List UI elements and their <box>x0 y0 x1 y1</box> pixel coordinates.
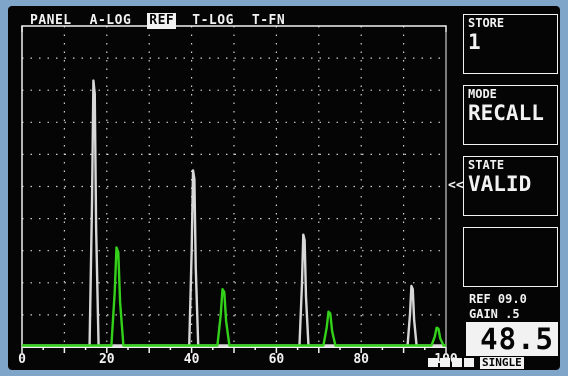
tab-panel[interactable]: PANEL <box>30 13 72 28</box>
store-panel[interactable]: STORE 1 <box>463 14 558 74</box>
battery-icon <box>428 358 474 367</box>
ascan-plot: 020406080100 <box>18 25 458 367</box>
gain-value[interactable]: 48.5 <box>466 322 558 356</box>
tab-a-log[interactable]: A-LOG <box>89 13 132 28</box>
mode-value: RECALL <box>468 101 544 125</box>
menu-tabs: PANEL A-LOG REF T-LOG T-FN <box>28 13 287 29</box>
x-tick-label: 80 <box>353 352 369 367</box>
x-tick-label: 20 <box>99 352 115 367</box>
state-value: VALID <box>468 172 532 196</box>
store-label: STORE <box>468 16 505 30</box>
x-tick-label: 40 <box>184 352 200 367</box>
empty-softkey-label <box>464 228 557 230</box>
selection-marker-icon: << <box>448 178 464 193</box>
x-tick-label: 0 <box>18 352 26 367</box>
live-trace <box>22 246 446 347</box>
mode-label: MODE <box>468 87 497 101</box>
x-tick-label: 60 <box>269 352 285 367</box>
ref-readout: REF 09.0 <box>469 292 527 306</box>
empty-softkey-panel[interactable] <box>463 227 558 287</box>
tab-t-log[interactable]: T-LOG <box>192 13 234 28</box>
state-label: STATE <box>468 158 505 172</box>
acquisition-mode-badge: SINGLE <box>480 356 524 369</box>
tab-ref[interactable]: REF <box>147 13 177 29</box>
mode-panel[interactable]: MODE RECALL <box>463 85 558 145</box>
state-panel[interactable]: STATE VALID <box>463 156 558 216</box>
gain-step-readout: GAIN .5 <box>469 307 520 321</box>
tab-t-fn[interactable]: T-FN <box>251 13 286 28</box>
flaw-detector-screen: 020406080100 PANEL A-LOG REF T-LOG T-FN … <box>8 6 560 370</box>
store-value: 1 <box>468 30 481 54</box>
